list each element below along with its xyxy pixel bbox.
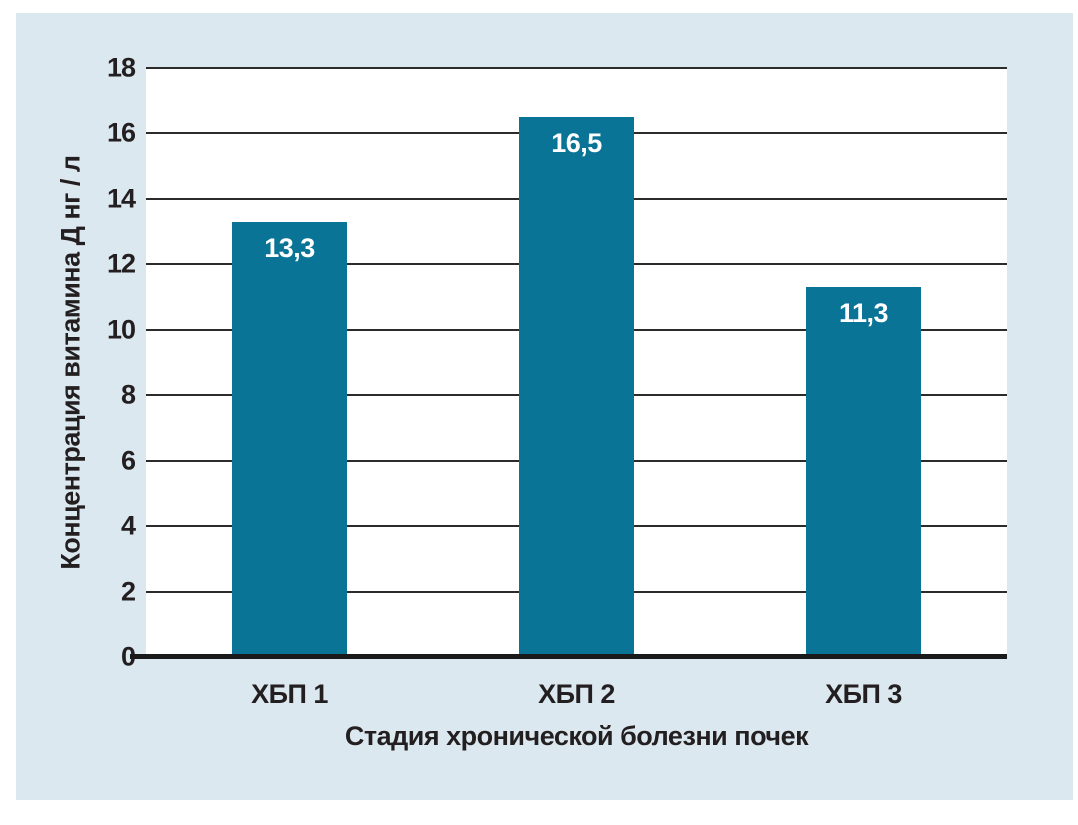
x-tick-label-ХБП 2: ХБП 2 <box>538 679 615 709</box>
chart-panel: Концентрация витамина Д нг / л 0 2 4 6 8 10 12… <box>16 13 1073 800</box>
bar-ХБП 2: 16,5 <box>518 117 635 657</box>
x-tick-label-ХБП 3: ХБП 3 <box>825 679 902 709</box>
x-axis-line <box>130 654 1007 659</box>
bar-ХБП 1: 13,3 <box>231 221 348 657</box>
bar-ХБП 3: 11,3 <box>805 287 922 657</box>
bar-value-label: 11,3 <box>838 298 889 329</box>
x-axis-tick-labels: ХБП 1 ХБП 2 ХБП 3 <box>146 681 1007 713</box>
y-tick-label-2: 2 <box>120 576 136 607</box>
y-axis-tick-labels: 0 2 4 6 8 10 12 14 16 18 <box>16 54 136 670</box>
y-tick-label-18: 18 <box>106 52 136 83</box>
y-tick-label-14: 14 <box>106 183 136 214</box>
y-tick-label-8: 8 <box>120 379 136 410</box>
gridline-y-18 <box>146 67 1007 69</box>
y-tick-label-10: 10 <box>106 314 136 345</box>
y-tick-label-6: 6 <box>120 445 136 476</box>
y-tick-label-16: 16 <box>106 117 136 148</box>
x-axis-title: Стадия хронической болезни почек <box>344 721 809 751</box>
plot-area: 13,3 16,5 11,3 <box>130 67 1007 659</box>
y-tick-label-0: 0 <box>120 641 136 672</box>
bar-value-label: 13,3 <box>264 232 315 263</box>
y-tick-label-4: 4 <box>120 510 136 541</box>
x-tick-label-ХБП 1: ХБП 1 <box>251 679 328 709</box>
bar-value-label: 16,5 <box>551 128 602 159</box>
y-tick-label-12: 12 <box>106 248 136 279</box>
